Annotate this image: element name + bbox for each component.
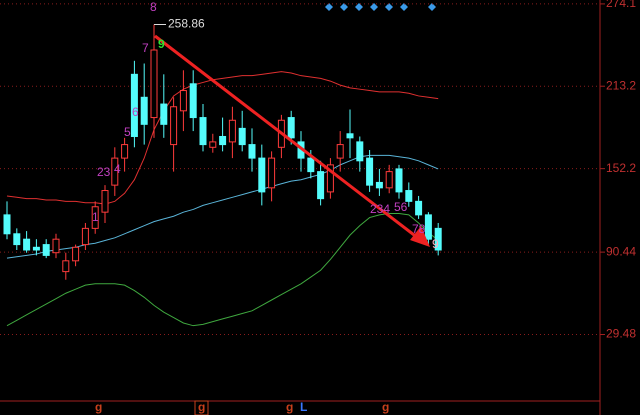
td-count: 8 <box>150 0 157 14</box>
candle-body <box>268 157 276 189</box>
td-count: 4 <box>114 162 121 176</box>
candle-body <box>91 206 99 229</box>
candle-body <box>219 135 227 146</box>
candle-body <box>179 90 187 112</box>
candle-body <box>248 144 256 159</box>
candle-body <box>405 190 413 202</box>
td-count: 23 <box>97 165 111 179</box>
band-line <box>6 71 439 205</box>
band-line <box>6 213 439 327</box>
td-count: 56 <box>394 200 408 214</box>
y-tick-label: 29.48 <box>606 327 636 341</box>
arrow-head <box>410 226 430 247</box>
candle-body <box>101 190 109 213</box>
candle-body <box>160 103 168 125</box>
candle-body <box>209 141 217 148</box>
candle-body <box>424 214 432 240</box>
band-line <box>6 154 439 259</box>
candle-body <box>121 144 129 159</box>
candle-body <box>130 73 138 137</box>
candle-body <box>42 244 50 256</box>
y-tick-label: 152.2 <box>606 161 636 175</box>
td-count: 5 <box>124 125 131 139</box>
bottom-marker: g <box>198 400 205 414</box>
candle-body <box>72 246 80 262</box>
bottom-marker: g <box>382 400 389 414</box>
candle-body <box>52 238 60 254</box>
candle-body <box>238 127 246 146</box>
candle-body <box>189 83 197 119</box>
bottom-marker: g <box>95 400 102 414</box>
candle-body <box>395 168 403 193</box>
candle-body <box>317 171 325 200</box>
td-count: 9 <box>158 37 165 51</box>
bottom-marker: g <box>286 400 293 414</box>
candle-body <box>62 260 70 273</box>
td-count: 7 <box>142 41 149 55</box>
candle-body <box>140 96 148 125</box>
td-count: 6 <box>132 105 139 119</box>
candle-body <box>81 227 89 246</box>
candle-body <box>13 233 21 246</box>
candle-body <box>150 49 158 119</box>
signal-diamonds <box>325 3 436 11</box>
bottom-marker: L <box>300 400 307 414</box>
marker-box <box>194 400 209 415</box>
candle-body <box>385 171 393 189</box>
candle-body <box>258 157 266 193</box>
td-count: 9 <box>432 237 439 251</box>
candle-body <box>199 117 207 146</box>
candle-body <box>375 181 383 189</box>
candle-body <box>366 157 374 186</box>
candle-body <box>434 227 442 251</box>
candle-body <box>336 144 344 159</box>
td-count: 234 <box>370 202 390 216</box>
candle-body <box>111 157 119 186</box>
candle-body <box>307 157 315 173</box>
y-tick-label: 90.44 <box>606 244 636 258</box>
y-tick-label: 213.2 <box>606 78 636 92</box>
y-tick-label: 274.1 <box>606 0 636 10</box>
td-count: 1 <box>92 210 99 224</box>
candle-body <box>287 117 295 139</box>
candle-body <box>356 141 364 162</box>
td-count: 78 <box>412 222 426 236</box>
trend-arrow <box>154 34 419 240</box>
candle-body <box>170 106 178 146</box>
high-label: 258.86 <box>168 17 205 31</box>
candle-body <box>32 246 40 251</box>
candle-body <box>415 200 423 216</box>
candle-body <box>228 119 236 143</box>
candle-body <box>23 238 31 251</box>
candle-body <box>3 214 11 235</box>
candle-body <box>326 164 334 193</box>
candle-body <box>346 133 354 139</box>
